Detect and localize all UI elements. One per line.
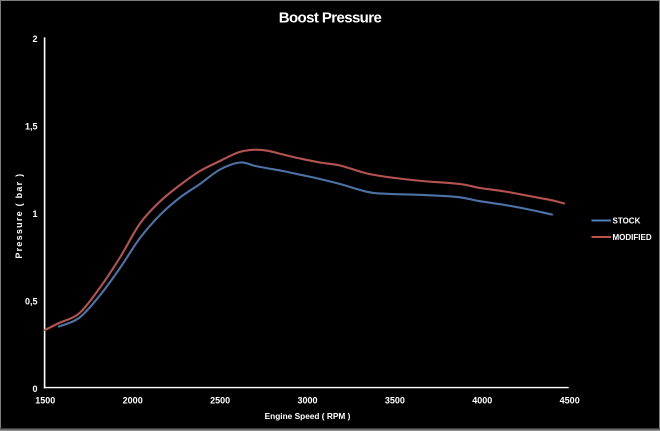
svg-text:Engine Speed ( RPM ): Engine Speed ( RPM )	[265, 411, 351, 421]
svg-text:3000: 3000	[297, 396, 317, 406]
svg-text:1500: 1500	[35, 396, 55, 406]
svg-text:STOCK: STOCK	[613, 216, 641, 225]
svg-text:3500: 3500	[385, 396, 405, 406]
svg-text:2000: 2000	[123, 396, 143, 406]
svg-text:1,5: 1,5	[25, 121, 38, 131]
svg-text:2500: 2500	[210, 396, 230, 406]
svg-text:Boost Pressure: Boost Pressure	[279, 10, 382, 27]
svg-text:2: 2	[32, 34, 37, 44]
svg-text:0,5: 0,5	[25, 297, 38, 307]
svg-text:0: 0	[32, 384, 37, 394]
svg-text:1: 1	[32, 209, 37, 219]
svg-text:Pressure ( bar ): Pressure ( bar )	[14, 173, 24, 259]
svg-text:4000: 4000	[472, 396, 492, 406]
svg-text:MODIFIED: MODIFIED	[613, 233, 652, 242]
svg-text:4500: 4500	[560, 396, 580, 406]
